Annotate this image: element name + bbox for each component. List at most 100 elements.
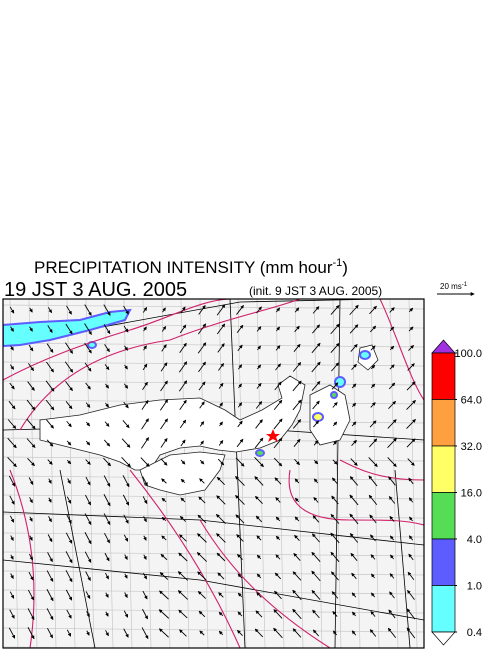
wind-vector [105, 611, 109, 617]
wind-vector [406, 381, 416, 391]
wind-vector [273, 627, 283, 639]
wind-vector [218, 592, 224, 598]
wind-vector [161, 516, 167, 522]
wind-vector [65, 570, 73, 583]
wind-vector [235, 475, 245, 486]
wind-vector [143, 572, 147, 580]
wind-vector [123, 610, 129, 618]
wind-vector [217, 343, 225, 353]
wind-vector [143, 554, 147, 560]
wind-vector [237, 592, 243, 598]
wind-vector [389, 515, 395, 522]
wind-vector [9, 591, 15, 599]
wind-vector [235, 494, 245, 505]
wind-vector [389, 307, 395, 313]
wind-vector [312, 324, 320, 334]
wind-vector [237, 344, 243, 352]
colorbar-tick-label: 32.0 [461, 441, 482, 453]
wind-vector [65, 589, 73, 601]
wind-vector [332, 459, 338, 465]
wind-vector [349, 513, 359, 525]
wind-vector [275, 307, 281, 313]
wind-vector [407, 363, 415, 371]
wind-vector [255, 401, 263, 409]
wind-vector [273, 418, 283, 430]
wind-vector [178, 552, 188, 562]
wind-vector [351, 572, 357, 580]
wind-vector [197, 342, 207, 354]
wind-vector [160, 437, 168, 448]
grid-line [66, 299, 76, 648]
wind-vector [9, 515, 15, 523]
wind-vector [86, 630, 90, 636]
wind-vector [160, 553, 168, 561]
wind-vector [179, 419, 187, 429]
wind-vector [27, 457, 35, 467]
wind-vector [236, 304, 244, 315]
wind-vector [293, 438, 301, 447]
colorbar-tick-label: 4.0 [467, 534, 482, 546]
wind-vector [275, 516, 281, 522]
wind-vector [7, 457, 17, 468]
wind-vector [45, 380, 55, 392]
wind-vector [389, 326, 395, 332]
wind-vector [26, 438, 36, 448]
wind-vector [293, 343, 301, 352]
wind-vector [312, 306, 320, 314]
wind-vector [10, 345, 14, 351]
colorbar-tick-label: 0.4 [467, 627, 482, 639]
wind-vector [198, 361, 206, 373]
wind-vector [294, 325, 300, 333]
wind-vector [351, 421, 357, 427]
wind-vector [123, 305, 129, 315]
wind-vector [311, 533, 320, 543]
wind-vector [142, 496, 148, 505]
wind-vector [29, 535, 33, 541]
wind-vector [406, 399, 416, 410]
wind-vector [369, 325, 377, 333]
wind-vector [121, 457, 131, 468]
wind-vector [311, 342, 321, 354]
title-suffix: ) [342, 258, 348, 277]
wind-vector [86, 421, 91, 427]
wind-vector [292, 589, 302, 601]
wind-vector [254, 628, 264, 638]
wind-vector [236, 534, 244, 542]
wind-vector [103, 304, 111, 316]
wind-vector [180, 306, 186, 314]
grid-line [332, 299, 342, 648]
wind-vector [65, 342, 73, 354]
wind-vector [331, 382, 339, 390]
wind-vector [389, 591, 395, 599]
wind-vector [84, 513, 92, 526]
wind-vector [66, 609, 72, 619]
wind-vector [387, 437, 397, 449]
wind-vector [196, 552, 207, 562]
wind-vector [294, 307, 300, 313]
grid-line [3, 342, 424, 348]
wind-vector [294, 516, 300, 522]
wind-vector [370, 554, 376, 560]
valid-time: 19 JST 3 AUG. 2005 [4, 279, 187, 301]
wind-vector [142, 363, 148, 371]
wind-vector [237, 573, 243, 579]
wind-vector [197, 533, 207, 543]
wind-vector [218, 630, 224, 636]
wind-vector [178, 609, 188, 619]
wind-vector [352, 611, 356, 617]
wind-vector [142, 476, 148, 487]
wind-vector [8, 400, 16, 410]
wind-vector [85, 571, 91, 582]
wind-vector [179, 399, 187, 410]
wind-vector [178, 380, 188, 392]
wind-vector [199, 421, 205, 427]
wind-vector [124, 573, 128, 579]
wind-vector [256, 326, 262, 332]
wind-vector [197, 591, 207, 599]
wind-vector [65, 551, 73, 564]
wind-vector [387, 457, 397, 468]
wind-vector [292, 380, 302, 392]
wind-vector [29, 307, 33, 313]
wind-vector [123, 383, 129, 389]
grid-line [389, 299, 399, 648]
